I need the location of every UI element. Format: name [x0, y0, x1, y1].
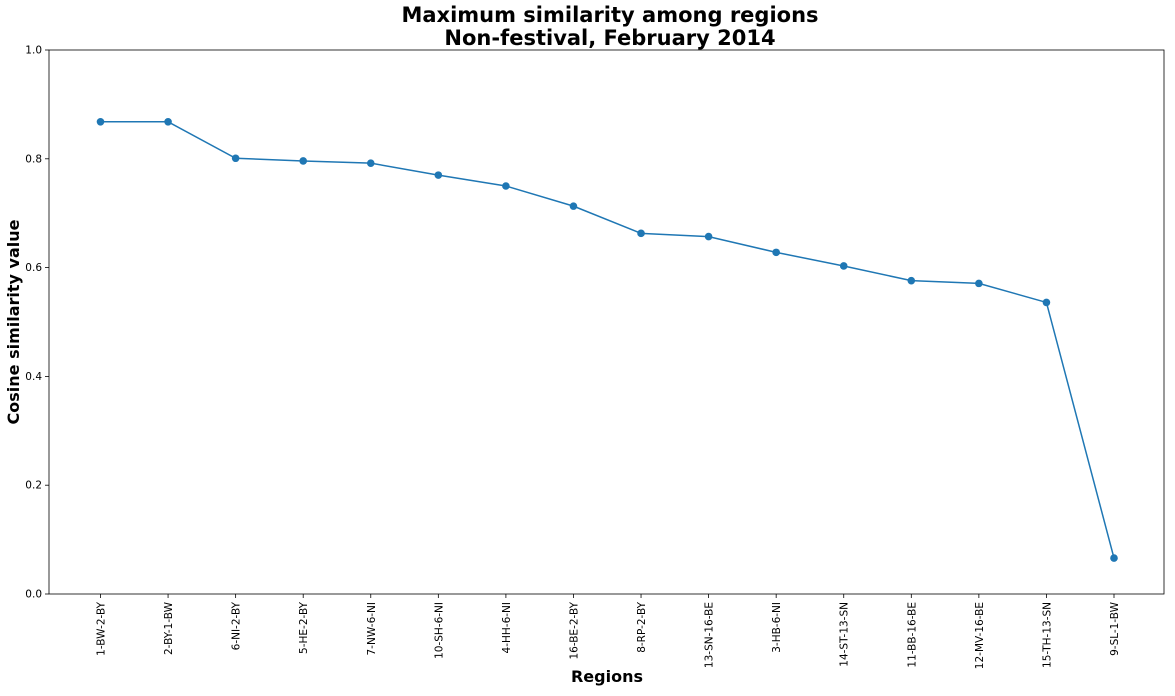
plot-area-frame: [48, 49, 1165, 595]
y-axis: 0.0 0.2 0.4 0.6 0.8 1.0: [25, 45, 49, 601]
x-tick-label: 13-SN-16-BE: [704, 602, 716, 668]
data-point: [1110, 554, 1118, 562]
x-tick-label: 16-BE-2-BY: [568, 601, 580, 659]
data-point: [637, 229, 645, 238]
chart-subtitle: Non-festival, February 2014: [444, 26, 775, 50]
y-tick-label: 0.2: [25, 480, 42, 492]
chart-title: Maximum similarity among regions: [401, 3, 818, 27]
data-point: [1042, 298, 1051, 307]
x-tick-label: 7-NW-6-NI: [366, 602, 378, 656]
x-tick-label: 3-HB-6-NI: [771, 602, 783, 653]
x-tick-label: 9-SL-1-BW: [1109, 601, 1121, 656]
data-point: [434, 171, 443, 179]
data-point: [231, 154, 240, 163]
x-tick-label: 10-SH-6-NI: [433, 602, 445, 659]
data-point: [839, 262, 848, 270]
y-tick-label: 0.0: [25, 589, 42, 601]
data-point: [96, 118, 105, 126]
x-tick-label: 5-HE-2-BY: [298, 601, 310, 654]
y-tick-label: 1.0: [25, 45, 42, 57]
y-tick-label: 0.4: [25, 371, 42, 383]
data-point: [975, 279, 983, 288]
x-axis: 1-BW-2-BY 2-BY-1-BW 6-NI-2-BY 5-HE-2-BY 7-NW…: [96, 594, 1121, 669]
data-point: [164, 118, 172, 126]
x-tick-label: 6-NI-2-BY: [231, 601, 243, 650]
y-tick-label: 0.8: [25, 153, 42, 165]
data-point: [366, 159, 375, 167]
series-line-group: [96, 118, 1118, 562]
data-point: [299, 157, 308, 165]
x-tick-label: 4-HH-6-NI: [501, 602, 513, 653]
y-tick-label: 0.6: [25, 262, 42, 274]
y-axis-label: Cosine similarity value: [4, 219, 23, 424]
x-axis-label: Regions: [571, 667, 643, 686]
data-point: [502, 182, 510, 190]
x-tick-label: 15-TH-13-SN: [1041, 602, 1053, 668]
data-point: [569, 202, 578, 210]
series-line: [100, 121, 1115, 559]
data-point: [907, 276, 916, 285]
x-tick-label: 8-RP-2-BY: [636, 601, 648, 652]
data-point: [704, 232, 713, 241]
x-tick-label: 2-BY-1-BW: [163, 601, 175, 655]
x-tick-label: 12-MV-16-BE: [974, 602, 986, 669]
x-tick-label: 1-BW-2-BY: [96, 601, 108, 655]
data-point: [772, 248, 780, 257]
x-tick-label: 11-BB-16-BE: [906, 602, 918, 668]
x-tick-label: 14-ST-13-SN: [839, 602, 851, 667]
